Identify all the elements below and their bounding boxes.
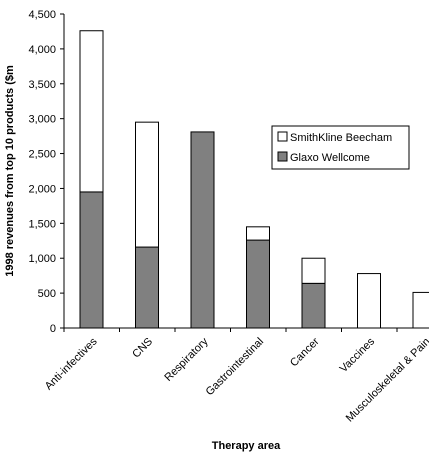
x-tick-label-respiratory: Respiratory <box>162 335 211 384</box>
y-tick-label: 2,500 <box>28 149 56 161</box>
x-ticks-group: Anti-infectives CNS RespiratoryGastrointes… <box>43 328 429 425</box>
x-axis-title: Therapy area <box>212 440 281 452</box>
legend-label-smithkline-beecham: SmithKline Beecham <box>290 132 392 144</box>
y-tick-label: 0 <box>50 323 56 335</box>
bar-glaxo-wellcome-gastrointestinal <box>246 239 270 329</box>
legend-box <box>271 125 410 170</box>
bar-smithkline-beecham-cancer <box>301 257 326 284</box>
y-tick-label: 500 <box>38 288 56 300</box>
bar-glaxo-wellcome-anti-infectives <box>79 191 104 329</box>
bar-glaxo-wellcome-respiratory <box>190 131 215 329</box>
x-tick-label-gastrointestinal: Gastrointestinal <box>204 336 267 399</box>
x-tick-label-anti-infectives: Anti-infectives <box>43 335 100 392</box>
y-tick-label: 1,500 <box>28 218 56 230</box>
y-tick-label: 3,500 <box>28 79 56 91</box>
bar-smithkline-beecham-anti-infectives <box>79 30 104 193</box>
y-tick-label: 1,000 <box>28 253 56 265</box>
bar-smithkline-beecham-vaccines <box>357 273 381 329</box>
legend-label-glaxo-wellcome: Glaxo Wellcome <box>290 152 370 164</box>
y-tick-label: 4,000 <box>28 44 56 56</box>
bar-smithkline-beecham-cns <box>135 121 159 248</box>
y-tick-label: 4,500 <box>28 9 56 21</box>
x-tick-label-cancer: Cancer <box>288 335 322 369</box>
bar-glaxo-wellcome-cancer <box>301 282 326 329</box>
y-tick-label: 2,000 <box>28 183 56 195</box>
bars-group <box>79 30 429 329</box>
legend-swatch-glaxo-wellcome <box>277 151 288 162</box>
x-tick-label-cns: CNS <box>130 336 155 361</box>
y-axis-title: 1998 revenues from top 10 products ($m <box>4 65 16 277</box>
legend: SmithKline Beecham Glaxo Wellcome <box>271 125 410 170</box>
y-tick-label: 3,000 <box>28 114 56 126</box>
axes-group <box>63 14 429 329</box>
bar-glaxo-wellcome-cns <box>135 246 159 329</box>
y-ticks-group: 0 500 1,000 1,500 2,000 2,500 3,000 3,500 4,000 4… <box>28 9 64 335</box>
bar-smithkline-beecham-musculoskeletal-pain <box>412 291 429 329</box>
legend-swatch-smithkline-beecham <box>277 131 288 142</box>
bar-smithkline-beecham-gastrointestinal <box>246 226 270 241</box>
x-tick-label-vaccines: Vaccines <box>338 335 378 375</box>
